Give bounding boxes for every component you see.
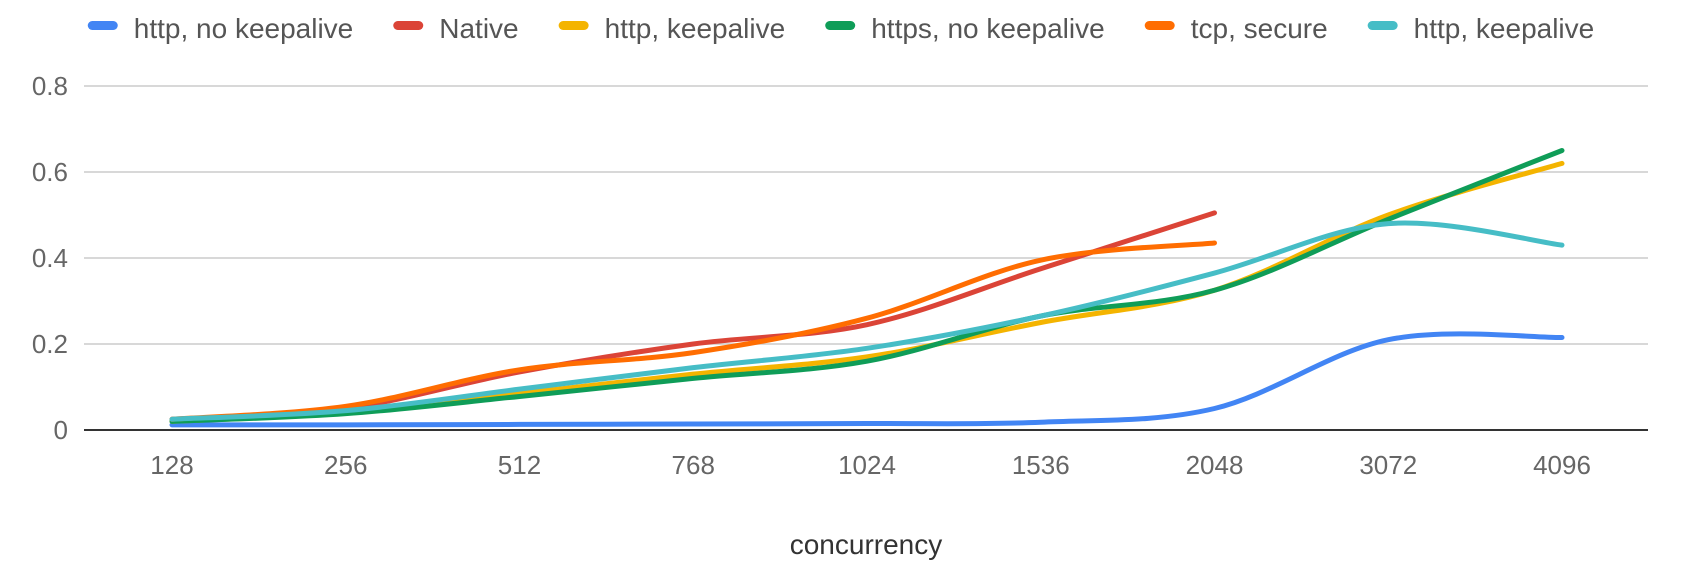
x-axis-ticks: 128 256 512 768 1024 1536 2048 3072 4096 [150, 450, 1591, 480]
legend-label: http, no keepalive [134, 13, 354, 44]
legend-label: https, no keepalive [871, 13, 1105, 44]
y-tick-label: 0.8 [32, 71, 68, 101]
series-line-http-keepalive-2 [169, 160, 1565, 424]
legend-item: http, keepalive [1367, 13, 1595, 44]
legend-swatch [558, 21, 589, 30]
legend-swatch [87, 21, 118, 30]
y-tick-label: 0.2 [32, 329, 68, 359]
series-line-http-keepalive-5 [169, 220, 1565, 422]
y-tick-label: 0 [54, 415, 68, 445]
legend-swatch [1144, 21, 1175, 30]
series-line-https-no-keepalive-3 [169, 148, 1565, 424]
x-tick-label: 3072 [1359, 450, 1417, 480]
x-tick-label: 128 [150, 450, 193, 480]
legend-item: http, keepalive [558, 13, 786, 44]
y-axis-ticks: 0 0.2 0.4 0.6 0.8 [32, 71, 68, 445]
y-tick-label: 0.6 [32, 157, 68, 187]
series-line-tcp-secure-4 [169, 240, 1217, 422]
chart-legend: http, no keepalive Native http, keepalive h… [87, 13, 1595, 44]
x-tick-label: 512 [498, 450, 541, 480]
series-line-native-1 [169, 210, 1217, 422]
y-tick-label: 0.4 [32, 243, 68, 273]
x-tick-label: 1536 [1012, 450, 1070, 480]
legend-swatch [1367, 21, 1398, 30]
legend-label: http, keepalive [605, 13, 786, 44]
x-axis-title: concurrency [790, 529, 943, 560]
legend-item: tcp, secure [1144, 13, 1328, 44]
legend-item: https, no keepalive [825, 13, 1105, 44]
legend-label: http, keepalive [1414, 13, 1595, 44]
legend-swatch [393, 21, 424, 30]
y-gridlines [84, 85, 1648, 345]
series-lines [169, 148, 1565, 428]
x-tick-label: 4096 [1533, 450, 1591, 480]
series-line-http-no-keepalive-0 [169, 331, 1565, 428]
legend-label: Native [439, 13, 518, 44]
legend-swatch [825, 21, 856, 30]
legend-label: tcp, secure [1191, 13, 1328, 44]
x-tick-label: 1024 [838, 450, 896, 480]
x-tick-label: 2048 [1186, 450, 1244, 480]
x-tick-label: 256 [324, 450, 367, 480]
x-tick-label: 768 [672, 450, 715, 480]
legend-item: http, no keepalive [87, 13, 354, 44]
legend-item: Native [393, 13, 519, 44]
